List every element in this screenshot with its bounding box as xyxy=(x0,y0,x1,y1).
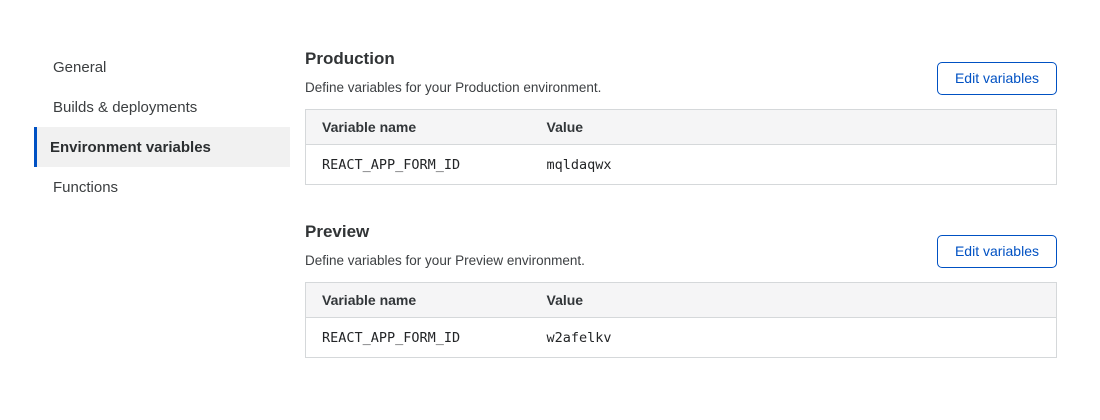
sidebar-item-environment-variables[interactable]: Environment variables xyxy=(34,127,290,167)
sidebar-item-general[interactable]: General xyxy=(53,58,107,76)
production-variables-table: Variable name Value REACT_APP_FORM_ID mq… xyxy=(305,109,1057,185)
production-header-text: Production Define variables for your Pro… xyxy=(305,48,601,97)
sidebar-item-builds-deployments[interactable]: Builds & deployments xyxy=(53,98,198,116)
variable-name-cell: REACT_APP_FORM_ID xyxy=(322,156,461,173)
variable-value-cell: mqldaqwx xyxy=(546,156,612,173)
variable-value-cell: w2afelkv xyxy=(546,329,612,346)
settings-content: Production Define variables for your Pro… xyxy=(290,0,1100,420)
settings-sidebar: General Builds & deployments Environment… xyxy=(0,0,290,420)
table-header-row: Variable name Value xyxy=(305,282,1057,318)
production-section-title: Production xyxy=(305,49,395,68)
table-header-row: Variable name Value xyxy=(305,109,1057,145)
preview-section: Preview Define variables for your Previe… xyxy=(305,221,1057,358)
preview-header-text: Preview Define variables for your Previe… xyxy=(305,221,585,270)
edit-variables-button-preview[interactable]: Edit variables xyxy=(936,235,1057,268)
sidebar-item-functions[interactable]: Functions xyxy=(53,178,119,196)
column-header-value: Value xyxy=(546,119,584,135)
column-header-variable-name: Variable name xyxy=(322,292,417,308)
production-section-description: Define variables for your Production env… xyxy=(305,80,602,95)
variable-name-cell: REACT_APP_FORM_ID xyxy=(322,329,461,346)
edit-variables-button-production[interactable]: Edit variables xyxy=(936,62,1057,95)
production-section-header: Production Define variables for your Pro… xyxy=(305,48,1057,97)
table-row: REACT_APP_FORM_ID mqldaqwx xyxy=(306,145,1057,185)
column-header-value: Value xyxy=(546,292,584,308)
preview-section-title: Preview xyxy=(305,222,370,241)
preview-variables-table: Variable name Value REACT_APP_FORM_ID w2… xyxy=(305,282,1057,358)
preview-section-header: Preview Define variables for your Previe… xyxy=(305,221,1057,270)
production-section: Production Define variables for your Pro… xyxy=(305,48,1057,185)
preview-section-description: Define variables for your Preview enviro… xyxy=(305,253,585,268)
column-header-variable-name: Variable name xyxy=(322,119,417,135)
table-row: REACT_APP_FORM_ID w2afelkv xyxy=(306,318,1057,358)
